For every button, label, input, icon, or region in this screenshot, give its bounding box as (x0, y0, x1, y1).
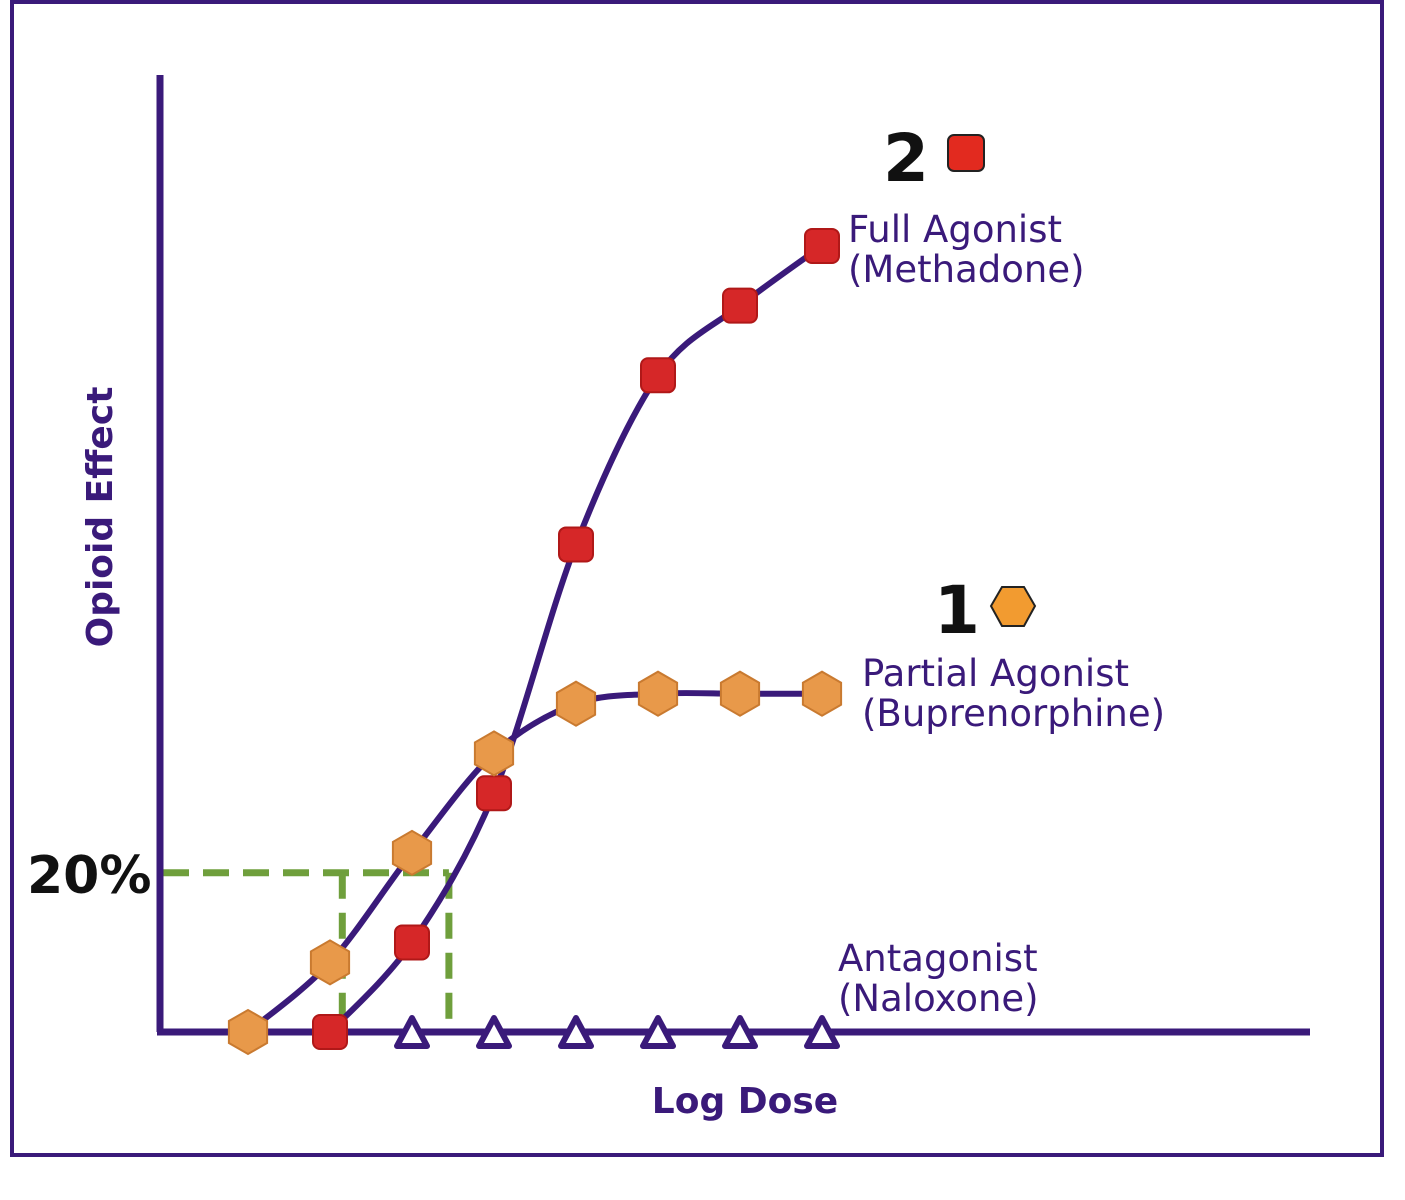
antagonist-data-point (722, 1015, 758, 1049)
antagonist-data-point (804, 1015, 840, 1049)
full-data-point (312, 1014, 348, 1050)
partial-data-point (391, 829, 433, 877)
partial-data-point (473, 730, 515, 777)
full-data-point (722, 287, 758, 324)
series-markers (227, 227, 843, 1056)
full-data-point (804, 227, 840, 264)
partial-data-point (637, 670, 679, 717)
full-agonist-label: Full Agonist (848, 208, 1062, 251)
antagonist-drug-label: (Naloxone) (838, 977, 1039, 1020)
full-data-point (476, 775, 512, 812)
antagonist-data-point (394, 1015, 430, 1049)
antagonist-data-point (558, 1015, 594, 1049)
full-agonist-drug-label: (Methadone) (848, 248, 1085, 291)
partial-agonist-badge-hexagon (989, 586, 1037, 627)
partial-data-point (801, 670, 843, 717)
chart-frame (10, 0, 1384, 1157)
x-axis-label: Log Dose (652, 1081, 838, 1122)
partial-agonist-label: Partial Agonist (862, 652, 1129, 695)
y-axis-label: Opioid Effect (80, 387, 121, 648)
annotation-20-percent-label: 20% (27, 846, 151, 906)
partial-data-point (719, 670, 761, 717)
partial-agonist-badge-number: 1 (934, 572, 980, 649)
annotation-layer (163, 869, 453, 1032)
full-data-point (558, 526, 594, 563)
partial-agonist-drug-label: (Buprenorphine) (862, 692, 1165, 735)
antagonist-label: Antagonist (838, 937, 1038, 980)
full-agonist-badge-number: 2 (883, 120, 929, 197)
partial-data-point (227, 1008, 269, 1056)
full-data-point (640, 357, 676, 394)
full-agonist-badge-square (947, 134, 985, 172)
partial-data-point (555, 680, 597, 727)
antagonist-data-point (476, 1015, 512, 1049)
partial-data-point (309, 939, 351, 986)
full-data-point (394, 924, 430, 961)
antagonist-data-point (640, 1015, 676, 1049)
